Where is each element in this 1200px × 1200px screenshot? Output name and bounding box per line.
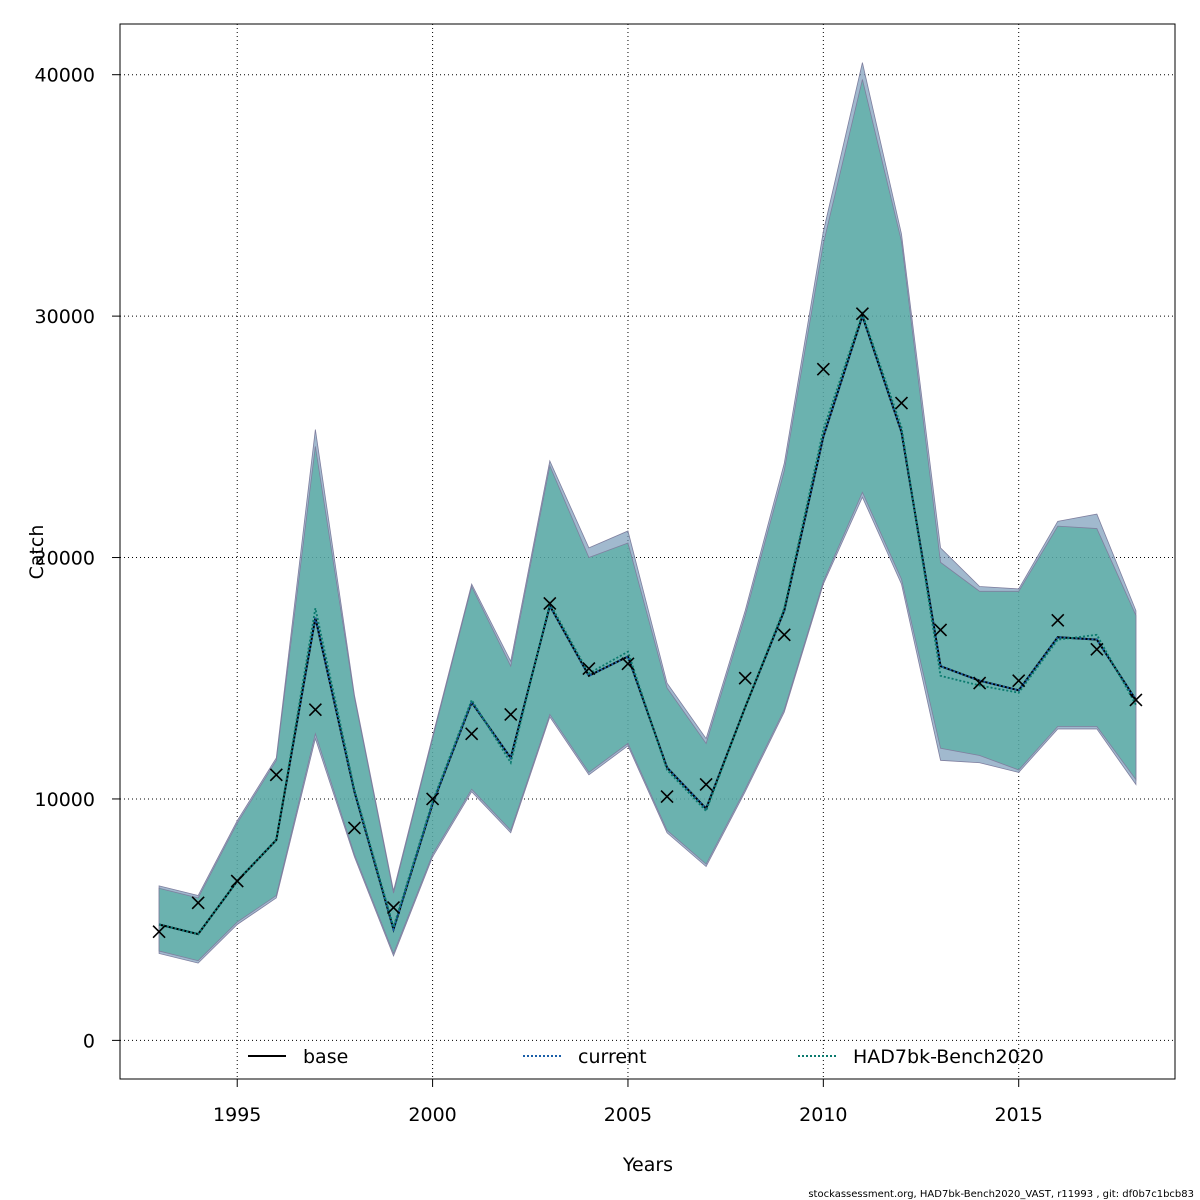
observation-point — [465, 727, 479, 741]
observation-point — [894, 396, 909, 410]
legend-label-1: current — [578, 1046, 647, 1068]
y-tick-label: 40000 — [35, 65, 95, 87]
observation-point — [738, 671, 752, 685]
observation-point — [777, 628, 791, 642]
y-axis-title: Catch — [26, 525, 48, 580]
observation-point — [699, 777, 713, 792]
observation-point — [855, 307, 869, 321]
observation-point — [1051, 613, 1065, 627]
y-tick-label: 0 — [83, 1030, 95, 1052]
observation-point — [1012, 674, 1026, 688]
y-tick-label: 30000 — [35, 306, 95, 328]
observation-point — [347, 821, 362, 835]
observation-point — [973, 676, 987, 690]
x-tick-label: 2000 — [408, 1104, 456, 1126]
x-tick-label: 1995 — [213, 1104, 261, 1126]
series-line-2 — [158, 310, 1137, 936]
observation-point — [426, 792, 440, 806]
legend: base current HAD7bk-Bench2020 — [248, 1046, 1044, 1068]
x-axis: 1995 2000 2005 2010 2015 — [213, 1078, 1043, 1126]
observation-point — [191, 896, 205, 910]
observation-point — [269, 768, 283, 782]
observation-point — [621, 657, 635, 671]
y-tick-label: 10000 — [35, 789, 95, 811]
series-lines — [158, 310, 1137, 936]
confidence-bands — [158, 62, 1137, 964]
y-tick-label: 20000 — [35, 548, 95, 570]
legend-label-0: base — [303, 1046, 348, 1068]
x-tick-label: 2015 — [995, 1104, 1043, 1126]
observation-point — [933, 623, 948, 637]
x-tick-label: 2010 — [799, 1104, 847, 1126]
observation-point — [1129, 693, 1143, 707]
x-axis-title: Years — [622, 1154, 673, 1176]
confidence-band-2 — [158, 79, 1137, 962]
y-axis: 0 10000 20000 30000 40000 — [35, 65, 121, 1052]
observation-point — [660, 789, 674, 804]
observation-point — [152, 925, 166, 939]
observation-point — [308, 703, 322, 717]
observation-point — [504, 707, 518, 722]
observation-point — [230, 874, 244, 888]
observation-point — [386, 901, 401, 915]
observation-point — [816, 362, 830, 376]
x-tick-label: 2005 — [604, 1104, 652, 1126]
observation-point — [543, 596, 557, 610]
footer-credit: stockassessment.org, HAD7bk-Bench2020_VA… — [808, 1189, 1194, 1200]
legend-label-2: HAD7bk-Bench2020 — [853, 1046, 1044, 1068]
observation-point — [1090, 642, 1104, 656]
observation-point — [582, 662, 596, 676]
observation-markers — [152, 307, 1143, 939]
